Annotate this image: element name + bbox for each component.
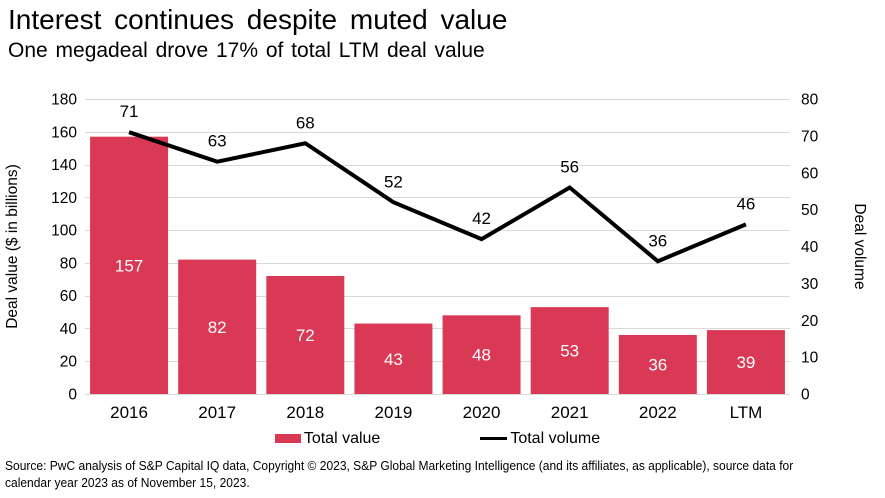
right-axis-tick-label: 60 [801,165,819,182]
line-value-label: 42 [472,209,491,228]
bar-value-label: 157 [115,256,143,275]
bar-value-label: 53 [560,342,579,361]
bar-value-label: 82 [208,318,227,337]
left-axis-tick-label: 40 [60,321,78,338]
left-axis-tick-label: 100 [51,223,77,240]
left-axis-tick-label: 20 [60,354,78,371]
right-axis-tick-label: 80 [801,92,819,109]
left-axis-tick-label: 140 [51,157,77,174]
left-axis-tick-label: 60 [60,288,78,305]
legend-label-total-volume: Total volume [510,429,601,447]
line-value-label: 46 [736,194,755,213]
bar-2017 [178,259,257,394]
right-axis-tick-label: 70 [801,128,819,145]
line-value-label: 56 [560,158,579,177]
left-axis-title: Deal value ($ in billions) [4,164,21,329]
right-axis-tick-label: 50 [801,202,819,219]
chart-title: Interest continues despite muted value [8,4,508,35]
x-axis-label-2020: 2020 [463,403,501,422]
x-axis-label-2019: 2019 [375,403,413,422]
left-axis-tick-label: 180 [51,92,77,109]
total-value-swatch-icon [274,434,301,443]
legend: Total value Total volume [85,430,790,447]
bar-value-label: 36 [648,356,667,375]
line-value-label: 71 [120,102,139,121]
line-value-label: 63 [208,132,227,151]
legend-label-total-value: Total value [303,429,381,447]
line-value-label: 36 [648,231,667,250]
total-volume-line [128,130,747,264]
line-value-label: 68 [296,113,315,132]
source-note-line1: Source: PwC analysis of S&P Capital IQ d… [5,458,794,473]
bar-LTM [706,330,785,394]
left-axis-tick-label: 0 [68,387,77,404]
left-axis-tick-label: 160 [51,124,77,141]
source-note-line2: calendar year 2023 as of November 15, 20… [5,474,250,490]
bar-value-label: 43 [384,350,403,369]
bar-2018 [266,276,345,394]
bar-2022 [618,335,697,394]
bar-value-label: 48 [472,346,491,365]
right-axis-tick-label: 30 [801,276,819,293]
left-axis-tick-label: 120 [51,190,77,207]
x-axis-label-2021: 2021 [551,403,589,422]
right-axis-tick-label: 20 [801,313,819,330]
bar-2016 [90,136,169,394]
bar-value-label: 39 [736,353,755,372]
x-axis-label-LTM: LTM [730,403,763,422]
total-volume-swatch-icon [480,437,508,440]
bar-2021 [530,307,609,394]
combo-bar-line-chart: 0 20 40 60 80 100 120 140 160 180 0 10 20 30 40 50 60 70 8… [4,92,868,423]
legend-item-total-value: Total value [274,429,381,448]
line-value-label: 52 [384,172,403,191]
x-axis-label-2017: 2017 [198,403,236,422]
chart-subtitle: One megadeal drove 17% of total LTM deal… [8,39,485,62]
bar-2019 [354,323,433,394]
right-axis-title: Deal volume [851,203,868,289]
right-axis-tick-label: 10 [801,350,819,367]
legend-item-total-volume: Total volume [480,430,600,448]
right-axis-tick-label: 40 [801,239,819,256]
left-axis-tick-label: 80 [60,255,78,272]
x-axis-label-2018: 2018 [286,403,324,422]
x-axis-label-2016: 2016 [110,403,148,422]
source-note: Source: PwC analysis of S&P Capital IQ d… [5,458,885,491]
x-axis-label-2022: 2022 [639,403,677,422]
right-axis-tick-label: 0 [801,387,810,404]
bar-2020 [442,315,521,394]
bar-value-label: 72 [296,326,315,345]
